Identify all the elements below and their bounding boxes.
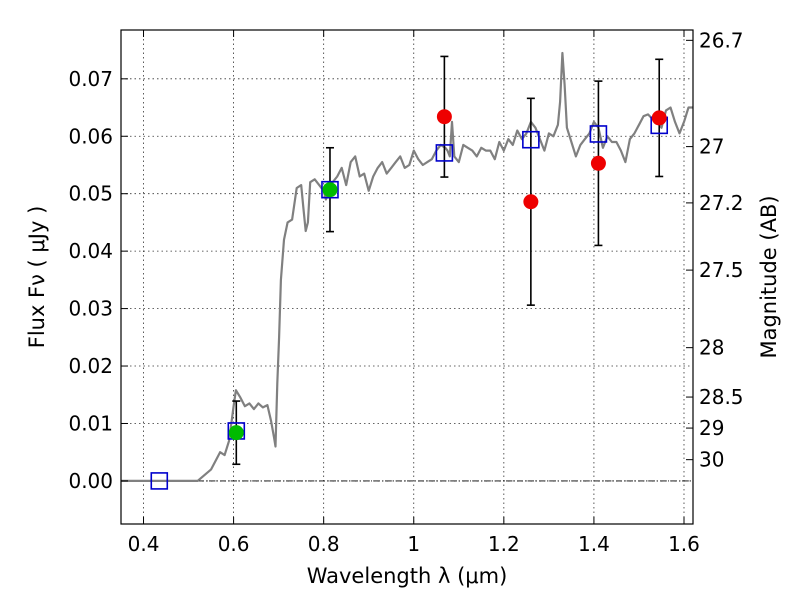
- y-tick-label-7: 0.07: [68, 67, 113, 91]
- observation-markers: [436, 109, 667, 210]
- x-axis-ticks: 0.4 0.6 0.8 1 1.2 1.4 1.6: [128, 30, 700, 556]
- magnitude-tick-label-2: 27.2: [699, 191, 744, 215]
- y-tick-label-3: 0.03: [68, 297, 113, 321]
- x-tick-label-5: 1.4: [578, 532, 610, 556]
- y-tick-label-1: 0.01: [68, 411, 113, 435]
- x-tick-label-1: 0.6: [218, 532, 250, 556]
- x-tick-label-6: 1.6: [668, 532, 700, 556]
- magnitude-axis-label: Magnitude (AB): [757, 195, 781, 358]
- y-tick-label-4: 0.04: [68, 239, 113, 263]
- observation-point-3: [651, 110, 667, 126]
- observation-point-1: [523, 194, 539, 210]
- magnitude-axis-ticks: 26.7 27 27.2 27.5 28 28.5 29 30: [686, 28, 744, 472]
- magnitude-tick-label-3: 27.5: [699, 258, 744, 282]
- y-tick-label-5: 0.05: [68, 182, 113, 206]
- detection-markers: [228, 182, 338, 441]
- x-tick-label-0: 0.4: [128, 532, 160, 556]
- magnitude-tick-label-6: 29: [699, 416, 724, 440]
- model-photometry-square-2: [321, 180, 339, 199]
- x-tick-label-2: 0.8: [308, 532, 340, 556]
- x-axis-label: Wavelength λ (μm): [307, 564, 508, 588]
- observation-point-2: [590, 155, 606, 171]
- model-photometry-square-4: [522, 130, 540, 149]
- magnitude-tick-label-0: 26.7: [699, 28, 744, 52]
- magnitude-tick-label-1: 27: [699, 135, 724, 159]
- y-tick-label-6: 0.06: [68, 124, 113, 148]
- y-axis-ticks: 0.00 0.01 0.02 0.03 0.04 0.05 0.06 0.07: [68, 67, 128, 493]
- model-photometry-square-3: [435, 144, 454, 162]
- y-tick-label-0: 0.00: [68, 469, 113, 493]
- detection-point-1: [322, 182, 338, 198]
- detection-point-0: [228, 425, 244, 441]
- x-tick-label-4: 1.2: [488, 532, 520, 556]
- model-photometry-square-0: [150, 472, 169, 490]
- magnitude-tick-label-7: 30: [699, 448, 724, 472]
- magnitude-tick-label-4: 28: [699, 336, 724, 360]
- model-sed-line: [121, 51, 693, 482]
- plot-background: [121, 30, 693, 524]
- observation-point-0: [436, 109, 452, 125]
- grid-lines: [121, 30, 693, 524]
- y-axis-label: Flux Fν ( μJy ): [25, 206, 49, 349]
- model-photometry-square-5: [589, 125, 608, 143]
- plot-frame: [120, 29, 694, 525]
- magnitude-tick-label-5: 28.5: [699, 385, 744, 409]
- x-tick-label-3: 1: [407, 532, 420, 556]
- y-tick-label-2: 0.02: [68, 354, 113, 378]
